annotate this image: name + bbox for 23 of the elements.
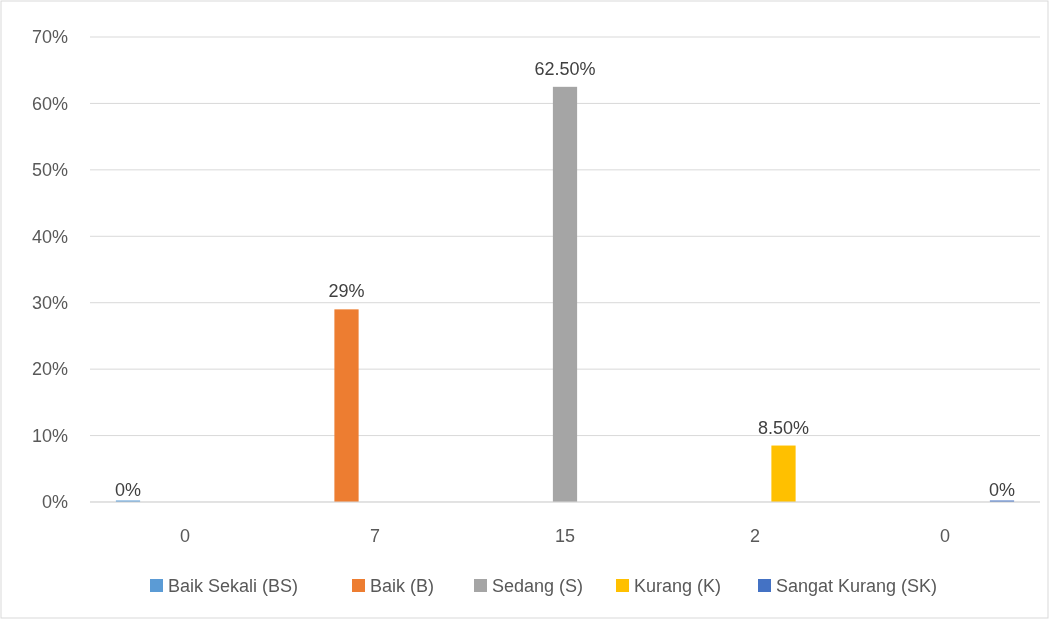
data-label: 0% — [988, 480, 1016, 500]
legend-label: Kurang (K) — [634, 576, 722, 597]
x-tick-label: 0 — [939, 526, 951, 546]
data-label: 29% — [328, 281, 365, 302]
y-tick-label: 70% — [31, 27, 68, 48]
y-tick-label: 30% — [31, 293, 68, 314]
legend-label: Baik Sekali (BS) — [168, 576, 299, 597]
data-label: 62.50% — [534, 58, 596, 79]
legend-label: Sangat Kurang (SK) — [776, 576, 938, 597]
data-label: 8.50% — [757, 417, 810, 438]
y-tick-label: 10% — [31, 425, 68, 446]
y-tick-label: 20% — [31, 359, 68, 380]
y-tick-label: 50% — [31, 160, 68, 181]
y-tick-label: 0% — [41, 492, 68, 513]
y-tick-label: 60% — [31, 93, 68, 114]
legend-label: Sedang (S) — [492, 576, 584, 597]
x-tick-label: 7 — [369, 526, 381, 546]
y-tick-label: 40% — [31, 226, 68, 247]
legend-label: Baik (B) — [370, 576, 435, 597]
x-tick-label: 0 — [179, 526, 191, 546]
x-tick-label: 15 — [554, 526, 576, 546]
data-label: 0% — [114, 480, 142, 500]
x-tick-label: 2 — [749, 526, 761, 546]
